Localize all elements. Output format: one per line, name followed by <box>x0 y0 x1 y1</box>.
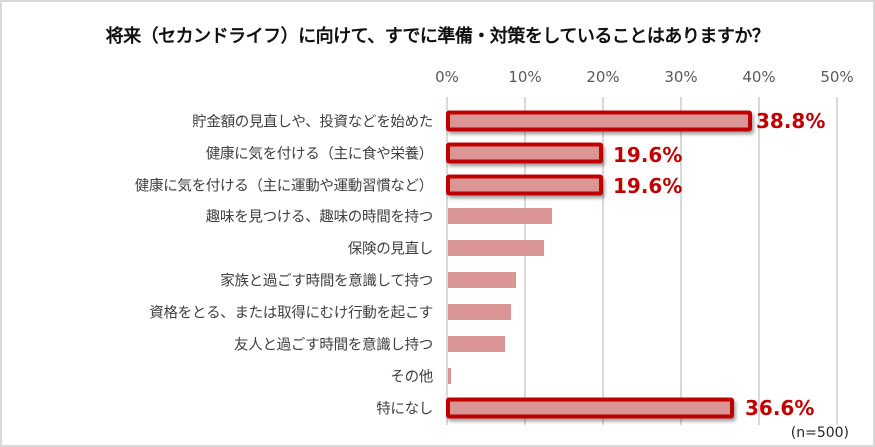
bar-insurance <box>448 240 544 256</box>
category-label: 健康に気を付ける（主に運動や運動習慣など） <box>134 178 434 195</box>
gridline-10 <box>524 97 526 425</box>
bar-qualification <box>448 304 511 320</box>
chart-title: 将来（セカンドライフ）に向けて、すでに準備・対策をしていることはありますか？ <box>105 26 770 47</box>
category-label: 友人と過ごす時間を意識し持つ <box>234 337 433 354</box>
x-tick-0: 0% <box>435 68 459 86</box>
category-label: 貯金額の見直しや、投資などを始めた <box>192 114 433 131</box>
sample-size-note: (n=500) <box>790 425 849 441</box>
x-tick-20: 20% <box>586 68 620 86</box>
data-label: 36.6% <box>745 396 815 420</box>
data-label: 19.6% <box>613 143 683 167</box>
gridline-40 <box>758 97 760 425</box>
gridline-50 <box>836 97 838 425</box>
bar-nothing <box>446 397 734 419</box>
data-label: 38.8% <box>756 109 826 133</box>
bar-family-time <box>448 272 516 288</box>
x-tick-50: 50% <box>820 68 854 86</box>
category-label: 趣味を見つける、趣味の時間を持つ <box>205 209 434 226</box>
category-label: 保険の見直し <box>347 241 434 258</box>
category-label: 家族と過ごす時間を意識して持つ <box>220 273 433 290</box>
bar-savings-investment <box>446 110 752 132</box>
category-label: 特になし <box>376 401 433 418</box>
gridline-0 <box>446 97 448 425</box>
bar-health-exercise <box>446 174 603 196</box>
category-label: 資格をとる、または取得にむけ行動を起こす <box>149 305 433 322</box>
category-label: 健康に気を付ける（主に食や栄養） <box>205 146 434 163</box>
x-tick-30: 30% <box>664 68 698 86</box>
category-label: その他 <box>390 369 433 386</box>
x-tick-10: 10% <box>508 68 542 86</box>
gridline-20 <box>602 97 604 425</box>
bar-hobby <box>448 208 552 224</box>
gridline-30 <box>680 97 682 425</box>
bar-other <box>448 368 451 384</box>
bar-friend-time <box>448 336 505 352</box>
bar-health-diet <box>446 142 603 164</box>
data-label: 19.6% <box>613 174 683 198</box>
x-tick-40: 40% <box>742 68 776 86</box>
